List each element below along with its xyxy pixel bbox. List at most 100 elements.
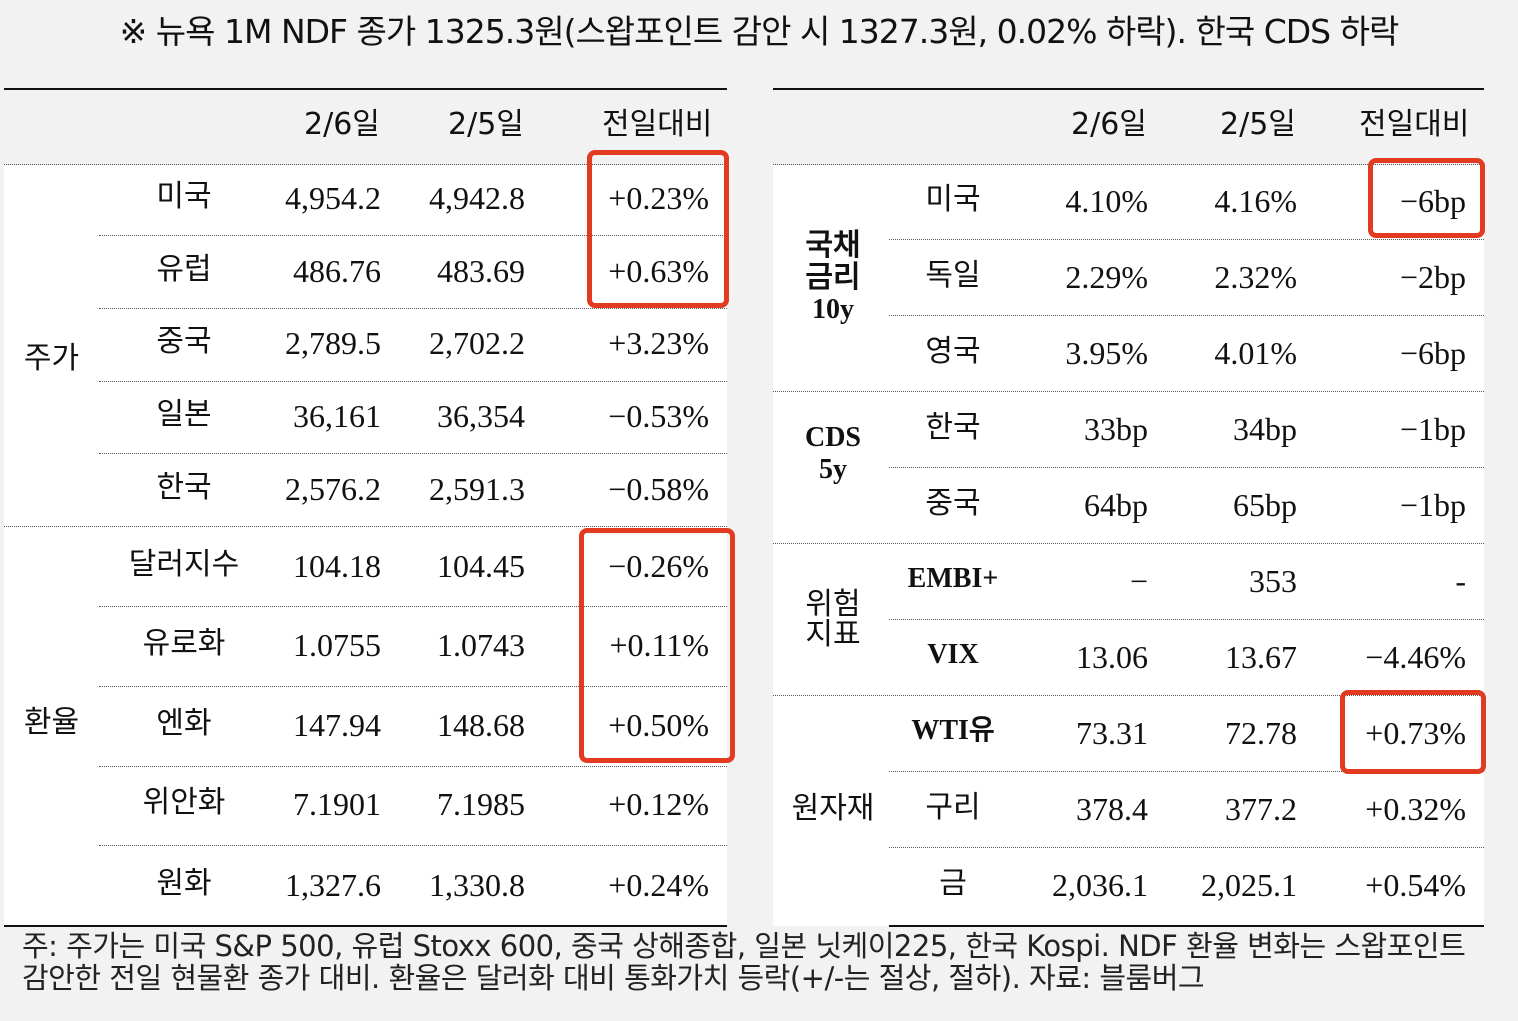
footnote-line1: 주: 주가는 미국 S&P 500, 유럽 Stoxx 600, 중국 상해종합… <box>22 929 1466 963</box>
value-2-6: 4,954.2 <box>285 180 381 216</box>
row-label: 일본 <box>156 397 212 432</box>
value-2-6: 2,036.1 <box>1052 867 1148 903</box>
row-divider <box>889 771 1484 772</box>
value-2-6: 486.76 <box>293 253 381 289</box>
row-divider <box>4 925 727 927</box>
value-2-5: 4.01% <box>1214 335 1297 371</box>
highlight-box-wti <box>1340 690 1486 774</box>
value-2-5: 148.68 <box>437 707 525 743</box>
value-2-6: − <box>1129 563 1148 599</box>
row-divider <box>773 543 1484 544</box>
value-change: +0.12% <box>608 786 709 822</box>
value-2-5: 2,591.3 <box>429 471 525 507</box>
row-label: 중국 <box>156 324 212 359</box>
value-change: −2bp <box>1399 259 1466 295</box>
group-label-fx: 환율 <box>23 705 80 740</box>
value-change: +0.50% <box>608 707 709 743</box>
row-divider <box>889 619 1484 620</box>
value-change: −0.58% <box>608 471 709 507</box>
left-header-date1: 2/6일 <box>304 107 380 142</box>
value-2-5: 4.16% <box>1214 183 1297 219</box>
value-2-5: 377.2 <box>1225 791 1297 827</box>
row-label: 한국 <box>925 410 981 445</box>
row-divider <box>889 315 1484 316</box>
value-2-5: 2,702.2 <box>429 325 525 361</box>
value-2-5: 34bp <box>1233 411 1297 447</box>
row-label: EMBI+ <box>907 563 999 594</box>
value-2-6: 1,327.6 <box>285 867 381 903</box>
value-2-6: 2.29% <box>1065 259 1148 295</box>
value-change: −4.46% <box>1365 639 1466 675</box>
row-divider <box>99 453 727 454</box>
row-label: 구리 <box>925 790 981 825</box>
value-2-5: 72.78 <box>1225 715 1297 751</box>
row-divider <box>99 308 727 309</box>
value-change: +0.73% <box>1365 715 1466 751</box>
group-label-commodities: 원자재 <box>791 791 875 826</box>
value-2-5: 2.32% <box>1214 259 1297 295</box>
row-label: 금 <box>939 866 967 901</box>
row-label: 유럽 <box>156 252 212 287</box>
value-change: +0.11% <box>609 627 709 663</box>
row-label: 달러지수 <box>128 547 240 582</box>
row-divider <box>889 847 1484 848</box>
value-2-6: 4.10% <box>1065 183 1148 219</box>
left-header-change: 전일대비 <box>602 107 713 142</box>
value-2-5: 483.69 <box>437 253 525 289</box>
highlight-box-fx <box>579 528 735 763</box>
value-2-5: 7.1985 <box>437 786 525 822</box>
row-divider <box>99 381 727 382</box>
footnote-line2: 감안한 전일 현물환 종가 대비. 환율은 달러화 대비 통화가치 등락(+/-… <box>22 961 1205 995</box>
value-2-6: 36,161 <box>293 398 381 434</box>
value-2-6: 1.0755 <box>293 627 381 663</box>
row-label: 중국 <box>925 486 981 521</box>
left-table: 2/6일 2/5일 전일대비 주가 환율 미국 4,954.2 4,942.8 +0.… <box>4 88 727 927</box>
right-header-change: 전일대비 <box>1359 107 1470 142</box>
value-2-6: 64bp <box>1084 487 1148 523</box>
row-divider <box>99 606 727 607</box>
row-divider <box>99 845 727 846</box>
row-label: 위안화 <box>142 785 226 820</box>
value-2-6: 7.1901 <box>293 786 381 822</box>
value-change: +0.24% <box>608 867 709 903</box>
row-label: 독일 <box>925 258 981 293</box>
value-2-5: 4,942.8 <box>429 180 525 216</box>
value-2-6: 2,789.5 <box>285 325 381 361</box>
value-2-5: 65bp <box>1233 487 1297 523</box>
value-2-6: 2,576.2 <box>285 471 381 507</box>
value-2-5: 13.67 <box>1225 639 1297 675</box>
highlight-box-us-yield <box>1368 158 1485 238</box>
row-label: 엔화 <box>156 706 212 741</box>
group-label-risk: 위험 지표 <box>805 587 861 652</box>
value-change: +0.63% <box>608 253 709 289</box>
value-change: +0.32% <box>1365 791 1466 827</box>
value-2-6: 378.4 <box>1076 791 1148 827</box>
headline: ※ 뉴욕 1M NDF 종가 1325.3원(스왑포인트 감안 시 1327.3… <box>119 12 1400 51</box>
value-2-6: 73.31 <box>1076 715 1148 751</box>
row-label: 한국 <box>156 470 212 505</box>
row-label: 미국 <box>925 182 981 217</box>
row-divider <box>773 695 1484 696</box>
row-divider <box>773 391 1484 392</box>
row-label: WTI유 <box>911 715 995 746</box>
value-2-5: 1,330.8 <box>429 867 525 903</box>
value-change: −1bp <box>1399 487 1466 523</box>
footnote: 주: 주가는 미국 S&P 500, 유럽 Stoxx 600, 중국 상해종합… <box>22 930 1492 994</box>
row-divider <box>4 526 727 527</box>
row-divider <box>99 686 727 687</box>
value-2-5: 2,025.1 <box>1201 867 1297 903</box>
row-label: 영국 <box>925 334 981 369</box>
value-2-6: 104.18 <box>293 548 381 584</box>
value-2-6: 3.95% <box>1065 335 1148 371</box>
group-label-stocks: 주가 <box>23 341 80 376</box>
right-table: 2/6일 2/5일 전일대비 국채 금리 10y CDS 5y 위험 지표 원자… <box>773 88 1484 927</box>
value-2-6: 147.94 <box>293 707 381 743</box>
row-divider <box>889 467 1484 468</box>
value-change: −0.53% <box>608 398 709 434</box>
row-label: VIX <box>927 639 979 670</box>
value-2-5: 353 <box>1249 563 1297 599</box>
left-header-date2: 2/5일 <box>448 107 524 142</box>
row-label: 원화 <box>156 866 212 901</box>
group-label-cds: CDS 5y <box>804 422 861 485</box>
group-label-bond-yield: 국채 금리 10y <box>805 228 861 326</box>
